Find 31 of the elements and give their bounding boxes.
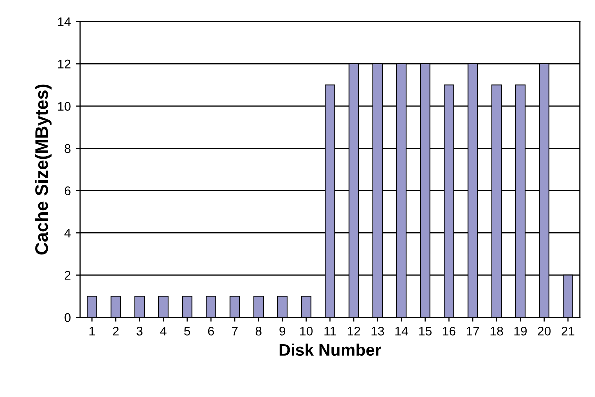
x-tick-label: 11 (324, 327, 336, 336)
y-tick-label: 12 (58, 60, 71, 69)
x-tick-label: 1 (90, 327, 96, 336)
y-axis-title: Cache Size(MBytes) (35, 84, 52, 255)
x-tick-label: 7 (232, 327, 238, 336)
x-tick-label: 21 (562, 326, 575, 336)
x-tick-label: 19 (514, 326, 527, 336)
x-tick-label: 10 (300, 326, 313, 336)
y-tick-label: 4 (64, 229, 71, 238)
x-tick-label: 17 (467, 327, 480, 336)
x-tick-label: 15 (419, 327, 432, 336)
x-tick-label: 14 (396, 327, 408, 336)
y-tick-label: 0 (64, 313, 71, 322)
x-axis-title: Disk Number (280, 344, 382, 356)
x-tick-label: 2 (113, 326, 119, 336)
x-tick-label: 3 (136, 326, 143, 336)
x-tick-label: 20 (538, 326, 551, 336)
x-tick-label: 18 (490, 326, 504, 336)
y-tick-label: 10 (58, 102, 71, 111)
x-tick-label: 9 (280, 326, 286, 336)
x-tick-label: 4 (160, 327, 167, 336)
x-tick-label: 8 (256, 326, 262, 336)
y-tick-label: 2 (64, 271, 71, 280)
y-tick-label: 14 (58, 18, 71, 26)
x-tick-label: 5 (184, 327, 190, 336)
x-tick-label: 12 (348, 326, 360, 336)
x-tick-label: 16 (443, 326, 456, 336)
x-tick-label: 13 (372, 326, 384, 336)
x-tick-label: 6 (208, 326, 214, 336)
y-tick-label: 8 (64, 144, 71, 154)
y-tick-label: 6 (64, 186, 71, 196)
